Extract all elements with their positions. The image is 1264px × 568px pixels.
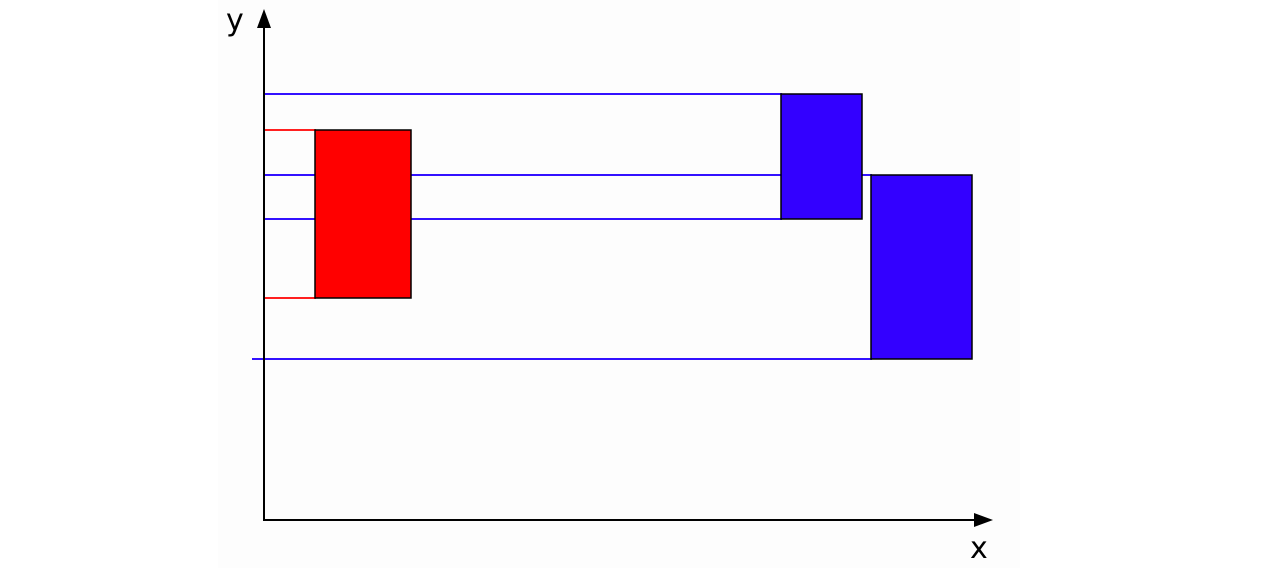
y-axis-arrow-icon: [257, 9, 271, 28]
x-axis-label: x: [970, 531, 988, 566]
blue-box-upper: [780, 93, 863, 220]
blue-box-lower: [870, 174, 973, 360]
y-axis-label: y: [226, 3, 244, 38]
red-box: [314, 129, 412, 299]
x-axis-arrow-icon: [974, 513, 993, 527]
